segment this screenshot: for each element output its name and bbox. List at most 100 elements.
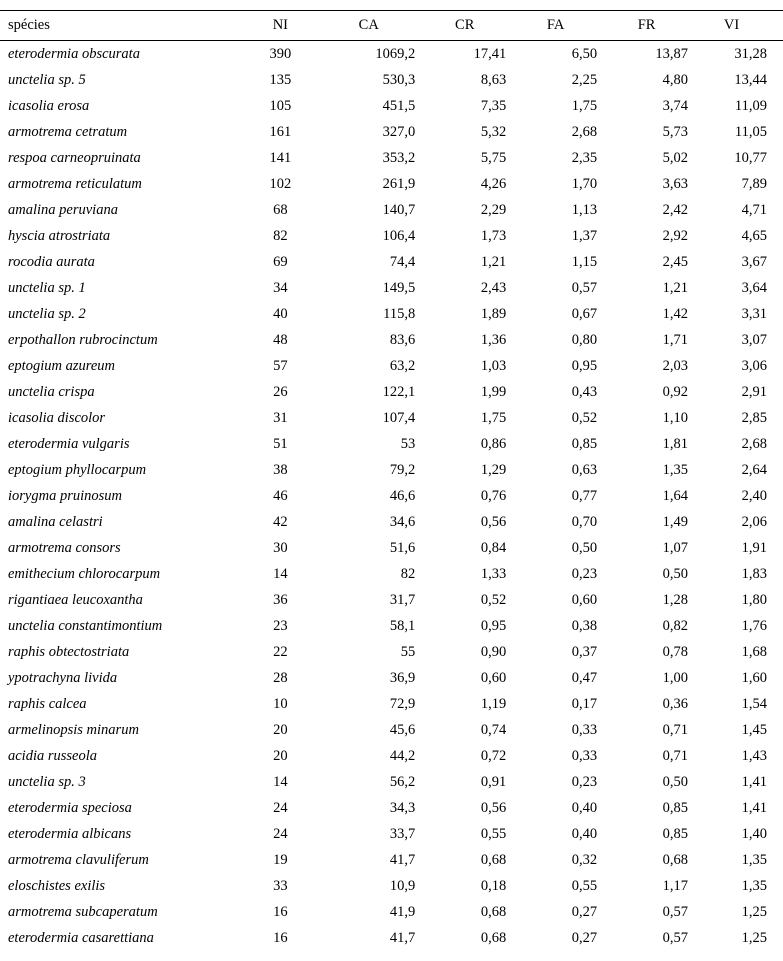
table-row: armotrema subcaperatum1641,90,680,270,57… xyxy=(0,899,783,925)
cell-ca: 53 xyxy=(318,431,419,457)
cell-ca: 83,6 xyxy=(318,327,419,353)
cell-fr: 1,42 xyxy=(601,301,692,327)
cell-fa: 0,52 xyxy=(510,405,601,431)
cell-fa: 0,43 xyxy=(510,379,601,405)
cell-fr: 4,80 xyxy=(601,67,692,93)
cell-cr: 0,55 xyxy=(419,821,510,847)
cell-fa: 1,75 xyxy=(510,93,601,119)
cell-vi: 2,91 xyxy=(692,379,783,405)
cell-ca: 46,6 xyxy=(318,483,419,509)
cell-ca: 51,6 xyxy=(318,535,419,561)
cell-fr: 1,28 xyxy=(601,587,692,613)
cell-ca: 31,7 xyxy=(318,587,419,613)
cell-fa: 0,23 xyxy=(510,769,601,795)
header-fr: FR xyxy=(601,11,692,41)
cell-cr: 1,75 xyxy=(419,405,510,431)
header-fa: FA xyxy=(510,11,601,41)
cell-cr: 1,19 xyxy=(419,691,510,717)
cell-cr: 0,76 xyxy=(419,483,510,509)
cell-fa: 0,27 xyxy=(510,925,601,951)
cell-ca: 107,4 xyxy=(318,405,419,431)
table-row: ypotrachyna livida2836,90,600,471,001,60 xyxy=(0,665,783,691)
table-row: eterodermia speciosa2434,30,560,400,851,… xyxy=(0,795,783,821)
cell-vi: 2,68 xyxy=(692,431,783,457)
cell-species: icasolia erosa xyxy=(0,93,242,119)
table-row: respoa carneopruinata141353,25,752,355,0… xyxy=(0,145,783,171)
cell-species: amalina peruviana xyxy=(0,197,242,223)
cell-vi: 1,35 xyxy=(692,873,783,899)
cell-ni: 20 xyxy=(242,743,318,769)
cell-ni: 57 xyxy=(242,353,318,379)
cell-fr: 1,00 xyxy=(601,665,692,691)
cell-cr: 1,29 xyxy=(419,457,510,483)
cell-fa: 2,25 xyxy=(510,67,601,93)
cell-vi: 2,40 xyxy=(692,483,783,509)
cell-species: unctelia sp. 2 xyxy=(0,301,242,327)
cell-fr: 1,64 xyxy=(601,483,692,509)
cell-ni: 31 xyxy=(242,405,318,431)
header-ca: CA xyxy=(318,11,419,41)
cell-fa: 0,32 xyxy=(510,847,601,873)
table-row: eterodermia casarettiana1641,70,680,270,… xyxy=(0,925,783,951)
cell-species: eptogium phyllocarpum xyxy=(0,457,242,483)
cell-ni: 20 xyxy=(242,717,318,743)
cell-fr: 0,68 xyxy=(601,847,692,873)
cell-vi: 1,35 xyxy=(692,847,783,873)
cell-ni: 135 xyxy=(242,67,318,93)
table-row: armotrema clavuliferum1941,70,680,320,68… xyxy=(0,847,783,873)
cell-ca: 33,7 xyxy=(318,821,419,847)
cell-fa: 1,15 xyxy=(510,249,601,275)
cell-cr: 0,68 xyxy=(419,925,510,951)
cell-vi: 4,65 xyxy=(692,223,783,249)
cell-vi: 3,67 xyxy=(692,249,783,275)
cell-ca: 41,7 xyxy=(318,925,419,951)
cell-ca: 45,6 xyxy=(318,717,419,743)
cell-fa: 0,60 xyxy=(510,587,601,613)
cell-vi: 11,09 xyxy=(692,93,783,119)
table-row: eloschistes exilis3310,90,180,551,171,35 xyxy=(0,873,783,899)
cell-species: armotrema cetratum xyxy=(0,119,242,145)
cell-fa: 0,70 xyxy=(510,509,601,535)
cell-ca: 34,6 xyxy=(318,509,419,535)
cell-ni: 34 xyxy=(242,275,318,301)
header-ni: NI xyxy=(242,11,318,41)
cell-ni: 28 xyxy=(242,665,318,691)
cell-species: armotrema clavuliferum xyxy=(0,847,242,873)
cell-cr: 0,60 xyxy=(419,665,510,691)
cell-ca: 115,8 xyxy=(318,301,419,327)
table-row: eptogium azureum5763,21,030,952,033,06 xyxy=(0,353,783,379)
cell-ca: 79,2 xyxy=(318,457,419,483)
cell-species: unctelia sp. 1 xyxy=(0,275,242,301)
header-vi: VI xyxy=(692,11,783,41)
cell-vi: 1,68 xyxy=(692,639,783,665)
cell-cr: 0,90 xyxy=(419,639,510,665)
cell-cr: 7,35 xyxy=(419,93,510,119)
cell-ni: 23 xyxy=(242,613,318,639)
cell-ca: 122,1 xyxy=(318,379,419,405)
cell-species: eterodermia vulgaris xyxy=(0,431,242,457)
cell-species: icasolia discolor xyxy=(0,405,242,431)
cell-ca: 63,2 xyxy=(318,353,419,379)
cell-vi: 1,45 xyxy=(692,717,783,743)
cell-vi: 11,05 xyxy=(692,119,783,145)
table-header-row: spécies NI CA CR FA FR VI xyxy=(0,11,783,41)
cell-fa: 0,63 xyxy=(510,457,601,483)
cell-ca: 72,9 xyxy=(318,691,419,717)
cell-fr: 2,92 xyxy=(601,223,692,249)
cell-ni: 69 xyxy=(242,249,318,275)
cell-fa: 0,50 xyxy=(510,535,601,561)
cell-ca: 34,3 xyxy=(318,795,419,821)
cell-cr: 1,33 xyxy=(419,561,510,587)
cell-fa: 0,27 xyxy=(510,899,601,925)
cell-ni: 33 xyxy=(242,873,318,899)
cell-fa: 2,35 xyxy=(510,145,601,171)
cell-cr: 0,74 xyxy=(419,717,510,743)
cell-ni: 24 xyxy=(242,821,318,847)
cell-cr: 1,73 xyxy=(419,223,510,249)
cell-cr: 0,56 xyxy=(419,795,510,821)
cell-vi: 1,80 xyxy=(692,587,783,613)
cell-ni: 102 xyxy=(242,171,318,197)
cell-vi: 1,91 xyxy=(692,535,783,561)
cell-fa: 0,40 xyxy=(510,821,601,847)
cell-species: armotrema reticulatum xyxy=(0,171,242,197)
